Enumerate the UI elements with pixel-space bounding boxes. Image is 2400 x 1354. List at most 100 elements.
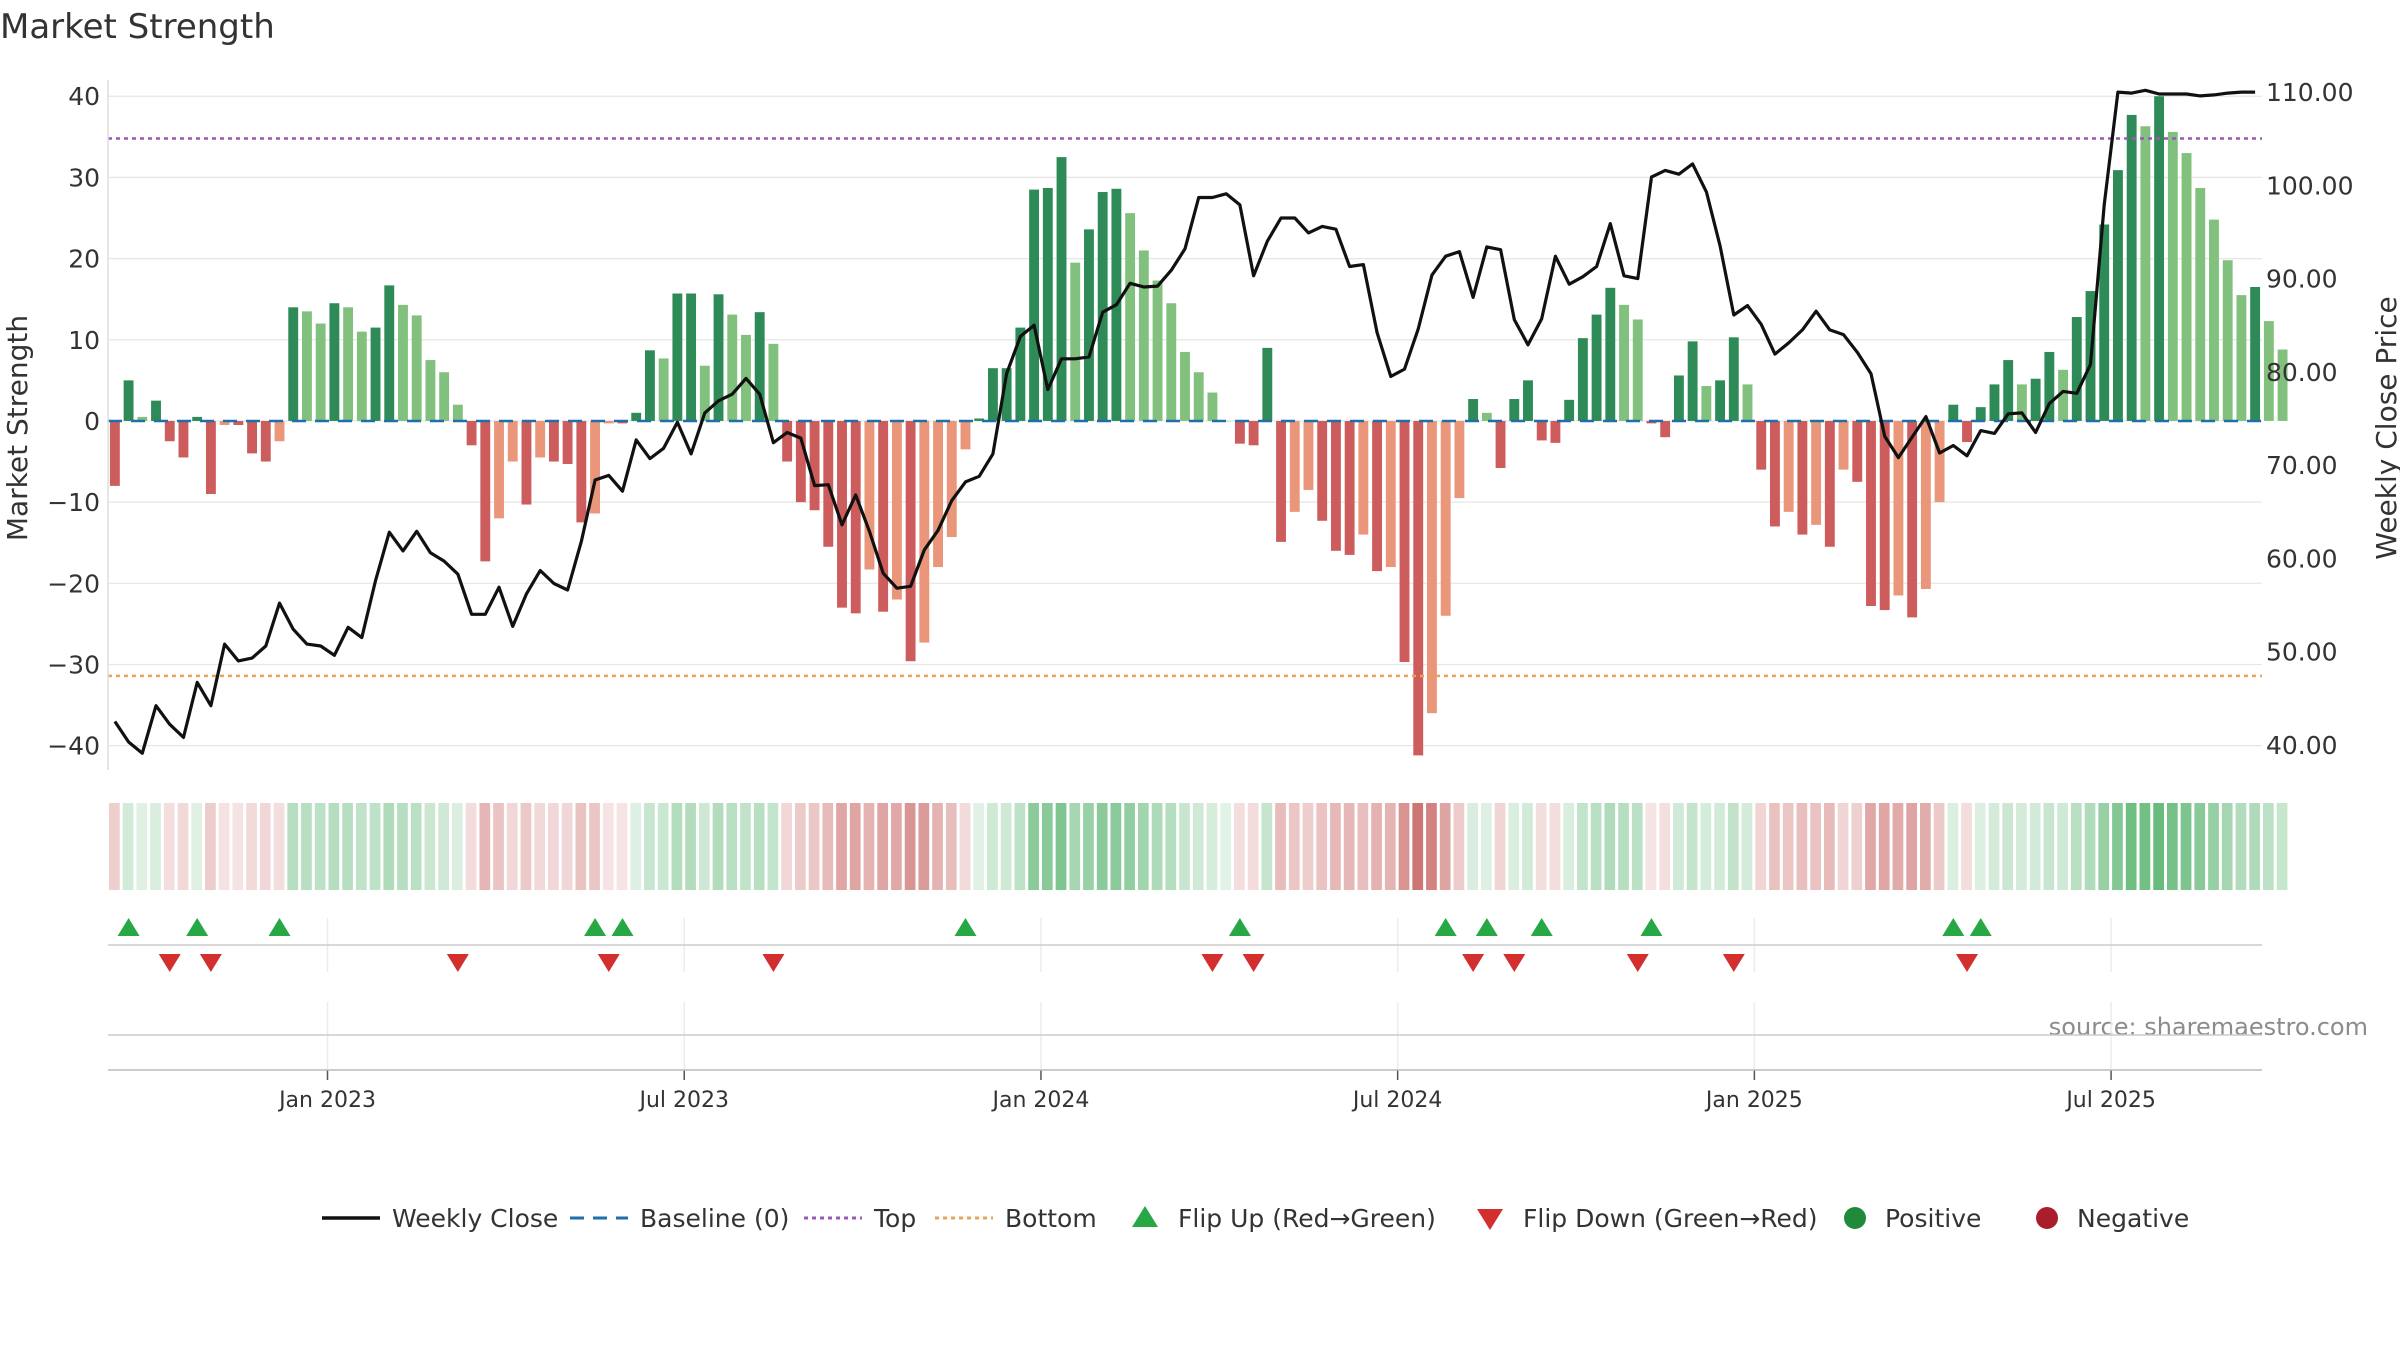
heat-cell [2098,803,2110,890]
flip-up-marker [1475,918,1498,936]
strength-bar [1084,229,1094,421]
legend-item[interactable]: Weekly Close [322,1204,558,1233]
strength-bar [727,314,738,421]
strength-bar [2181,153,2192,421]
heat-cell [2221,803,2233,890]
heat-cell [2043,803,2055,890]
heat-cell [1426,803,1437,890]
heat-cell [1796,803,1808,890]
strength-bar [1893,420,1904,596]
strength-bar [411,315,422,421]
strength-bar [1344,420,1355,555]
x-tick-label: Jan 2025 [1704,1088,1803,1113]
strength-bar [1770,420,1780,527]
strength-bar [192,416,203,421]
heat-cell [273,803,285,890]
legend-label: Baseline (0) [640,1204,789,1233]
strength-bar [987,368,998,421]
flip-down-marker [1956,954,1979,972]
heat-cell [1769,803,1780,890]
heat-cell [369,803,381,890]
heat-cell [2070,803,2082,890]
legend-label: Bottom [1005,1204,1097,1233]
legend-item[interactable]: Negative [2036,1204,2189,1233]
strength-bar [1385,420,1396,568]
strength-bar [1660,420,1671,438]
heat-cell [2057,803,2068,890]
strength-bar [562,420,573,464]
x-tick-label: Jan 2023 [277,1088,376,1113]
strength-bar [1701,386,1712,421]
overlay-lines [108,88,2262,755]
strength-bar [315,323,326,421]
legend[interactable]: Weekly Close Baseline (0) Top Bottom Flip Up… [322,1204,2189,1233]
y2-tick-label: 40.00 [2266,731,2338,760]
strength-bar [1728,337,1739,421]
heat-cell [1755,803,1767,890]
strength-bar [919,420,930,643]
strength-bar [2113,170,2123,421]
heat-cell [877,803,889,890]
heat-cell [808,803,820,890]
heat-cell [932,803,943,890]
legend-item[interactable]: Positive [1844,1204,1981,1233]
strength-bar [686,293,697,421]
strength-bar [1303,420,1314,490]
heat-cell [1028,803,1039,890]
heat-cell [424,803,436,890]
chart-title: Market Strength [0,7,275,47]
legend-label: Flip Up (Red→Green) [1178,1204,1436,1233]
legend-item[interactable]: Flip Up (Red→Green) [1132,1204,1436,1233]
heat-cell [2166,803,2178,890]
y2-tick-label: 100.00 [2266,171,2353,200]
heat-cell [1288,803,1300,890]
heat-cell [1343,803,1355,890]
y2-tick-label: 90.00 [2266,265,2338,294]
heat-cell [959,803,971,890]
legend-label: Positive [1885,1204,1981,1233]
heat-cell [1727,803,1739,890]
heat-cell [2029,803,2041,890]
strength-bar [974,418,985,421]
flip-down-marker [1462,954,1485,972]
strength-bar [713,294,724,421]
strength-bar [1399,420,1410,663]
heat-cell [383,803,395,890]
heat-cell [616,803,628,890]
legend-item[interactable]: Flip Down (Green→Red) [1477,1204,1818,1233]
strength-bar [905,420,916,662]
legend-item[interactable]: Baseline (0) [570,1204,789,1233]
flip-up-marker [1434,918,1457,936]
strength-bar [1248,420,1259,446]
heat-cell [1220,803,1232,890]
heat-cell [218,803,230,890]
heat-cell [328,803,340,890]
heat-cell [1371,803,1382,890]
strength-bar [1742,384,1753,421]
strength-bar [1440,420,1451,616]
strength-bar [672,293,683,421]
heat-cell [1563,803,1575,890]
heat-cell [1508,803,1520,890]
y2-tick-label: 110.00 [2266,78,2353,107]
flip-up-marker [584,918,607,936]
axes-layer: 40 30 20 10 0 −10 −20 −30 −40 110.00 100.00 90.00 80… [47,78,2353,770]
strength-bar [850,420,861,614]
strength-bar [2044,351,2055,421]
heat-cell [2016,803,2027,890]
strength-bar [1989,384,2000,421]
heat-cell [561,803,573,890]
flip-down-marker [597,954,620,972]
heat-cell [1151,803,1163,890]
heat-cell [534,803,546,890]
heat-cell [1851,803,1863,890]
y2-tick-label: 50.00 [2266,638,2338,667]
flip-markers-panel [108,918,2262,972]
legend-item[interactable]: Top [804,1204,916,1233]
legend-item[interactable]: Bottom [935,1204,1097,1233]
heat-cell [191,803,203,890]
strength-bar [1234,420,1245,444]
strength-bar [1907,420,1918,618]
flip-down-marker [1722,954,1745,972]
